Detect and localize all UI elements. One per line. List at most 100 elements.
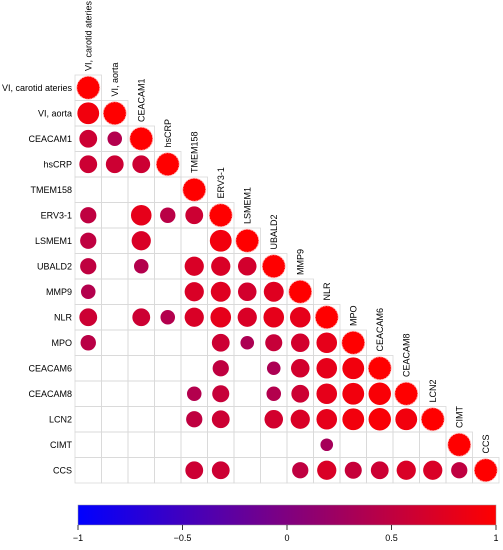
correlation-point (80, 232, 97, 249)
row-label: TMEM158 (30, 185, 72, 195)
grid-cell (154, 380, 182, 407)
grid-cell (180, 227, 208, 254)
correlation-point (447, 432, 472, 457)
correlation-point (133, 258, 149, 274)
grid-cell (286, 431, 314, 458)
grid-cell (233, 406, 261, 433)
grid-cell (127, 329, 155, 356)
grid-cell (127, 380, 155, 407)
grid-cell (127, 457, 155, 484)
correlation-point (288, 279, 313, 304)
correlation-point (210, 306, 232, 328)
correlation-point (316, 408, 338, 430)
correlation-point (184, 307, 204, 327)
row-label: LCN2 (49, 414, 72, 424)
grid-cell (154, 278, 182, 305)
grid-cell (419, 431, 447, 458)
correlation-point (79, 155, 98, 174)
correlation-point (265, 334, 283, 352)
circle-layer (76, 75, 498, 483)
grid-cell (101, 406, 129, 433)
grid-cell (74, 431, 102, 458)
colorbar-tick-label: 0.5 (385, 533, 398, 543)
correlation-point (80, 207, 97, 224)
correlation-point (186, 386, 202, 402)
correlation-point (237, 307, 257, 327)
correlation-point (344, 461, 362, 479)
correlation-point (370, 461, 389, 480)
correlation-point (266, 361, 281, 376)
correlation-point (291, 384, 310, 403)
grid-cell (260, 457, 288, 484)
grid-cell (101, 227, 129, 254)
grid-cell (74, 355, 102, 382)
correlation-point (367, 356, 392, 381)
correlation-point (212, 360, 229, 377)
column-label: CEACAM1 (136, 78, 146, 122)
column-label: TMEM158 (189, 131, 199, 173)
correlation-point (261, 254, 286, 279)
grid-cell (366, 431, 394, 458)
correlation-point (129, 126, 154, 151)
grid-cell (101, 380, 129, 407)
correlation-point (290, 358, 310, 378)
column-label: VI, aorta (110, 62, 120, 96)
correlation-point (130, 204, 152, 226)
correlation-point (184, 282, 204, 302)
grid-cell (127, 406, 155, 433)
correlation-point (184, 256, 204, 276)
grid-cell (127, 278, 155, 305)
colorbar-tick-label: −0.5 (174, 533, 192, 543)
grid-cell (101, 431, 129, 458)
correlation-point (263, 281, 284, 302)
grid-cell (101, 329, 129, 356)
column-label: NLR (322, 282, 332, 301)
correlation-point (316, 383, 338, 405)
correlation-point (423, 460, 443, 480)
correlation-point (76, 75, 101, 100)
colorbar-tick-label: 0 (284, 533, 289, 543)
grid-cell (154, 431, 182, 458)
column-label: CIMT (454, 406, 464, 428)
grid-cell (180, 431, 208, 458)
correlation-point (211, 461, 230, 480)
row-label: MMP9 (46, 287, 72, 297)
correlation-point (211, 410, 230, 429)
correlation-point (237, 256, 257, 276)
grid-cell (74, 457, 102, 484)
column-label: ERV3-1 (216, 167, 226, 198)
row-label: ERV3-1 (41, 210, 72, 220)
correlation-point (290, 409, 310, 429)
row-label: MPO (51, 338, 72, 348)
correlation-point (80, 258, 97, 275)
correlation-point (211, 333, 230, 352)
grid-cell (74, 176, 102, 203)
correlation-point (368, 382, 391, 405)
grid-cell (101, 202, 129, 229)
colorbar-ticks: −1 −0.5 0 0.5 1 (73, 525, 499, 543)
row-label: UBALD2 (37, 261, 72, 271)
correlation-point (316, 332, 338, 354)
correlation-point (368, 408, 391, 431)
correlation-point (395, 408, 418, 431)
correlation-point (155, 152, 180, 177)
row-label: CEACAM8 (28, 389, 72, 399)
grid-cell (101, 355, 129, 382)
correlation-point (317, 460, 337, 480)
grid-cell (127, 355, 155, 382)
correlation-point (266, 386, 282, 402)
correlation-point (396, 460, 416, 480)
correlation-point (314, 305, 339, 330)
column-label: CEACAM8 (401, 333, 411, 377)
colorbar-tick-label: 1 (493, 533, 498, 543)
grid-cell (180, 329, 208, 356)
grid-cell (74, 406, 102, 433)
colorbar-gradient (77, 504, 497, 526)
row-labels: VI, carotid ateries VI, aorta CEACAM1 hsCRP… (2, 83, 73, 476)
row-label: LSMEM1 (35, 236, 72, 246)
row-label: CIMT (50, 440, 72, 450)
colorbar-tick-label: −1 (73, 533, 83, 543)
row-label: VI, carotid ateries (2, 83, 73, 93)
grid-cell (101, 304, 129, 331)
